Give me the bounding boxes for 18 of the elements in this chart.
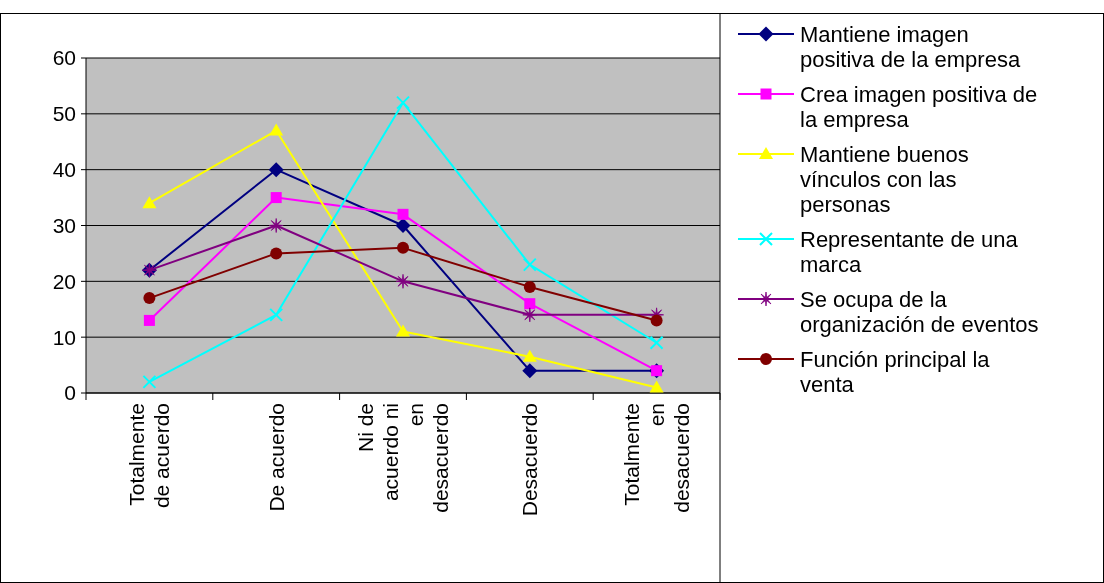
y-tick-label: 30: [52, 213, 76, 237]
x-tick-label: Desacuerdo: [518, 403, 542, 517]
legend-label: Mantiene buenos vínculos con las personas: [800, 141, 969, 217]
legend-label: Se ocupa de la organización de eventos: [800, 286, 1039, 337]
legend-label: Función principal la venta: [800, 346, 991, 397]
y-tick-label: 20: [52, 269, 76, 293]
y-tick-label: 0: [64, 381, 76, 405]
x-tick-label: Ni de acuerdo ni en desacuerdo: [353, 403, 452, 513]
x-tick-label: Totalmente de acuerdo: [125, 403, 174, 509]
y-tick-label: 40: [52, 158, 76, 182]
legend-label: Crea imagen positiva de la empresa: [800, 81, 1038, 132]
legend-label: Mantiene imagen positiva de la empresa: [800, 21, 1021, 72]
y-tick-label: 10: [52, 325, 76, 349]
y-tick-label: 50: [52, 102, 76, 126]
y-tick-label: 60: [52, 46, 76, 70]
legend-label: Representante de una marca: [800, 226, 1019, 277]
x-tick-label: Totalmente en desacuerdo: [619, 403, 693, 513]
x-tick-label: De acuerdo: [264, 403, 288, 512]
